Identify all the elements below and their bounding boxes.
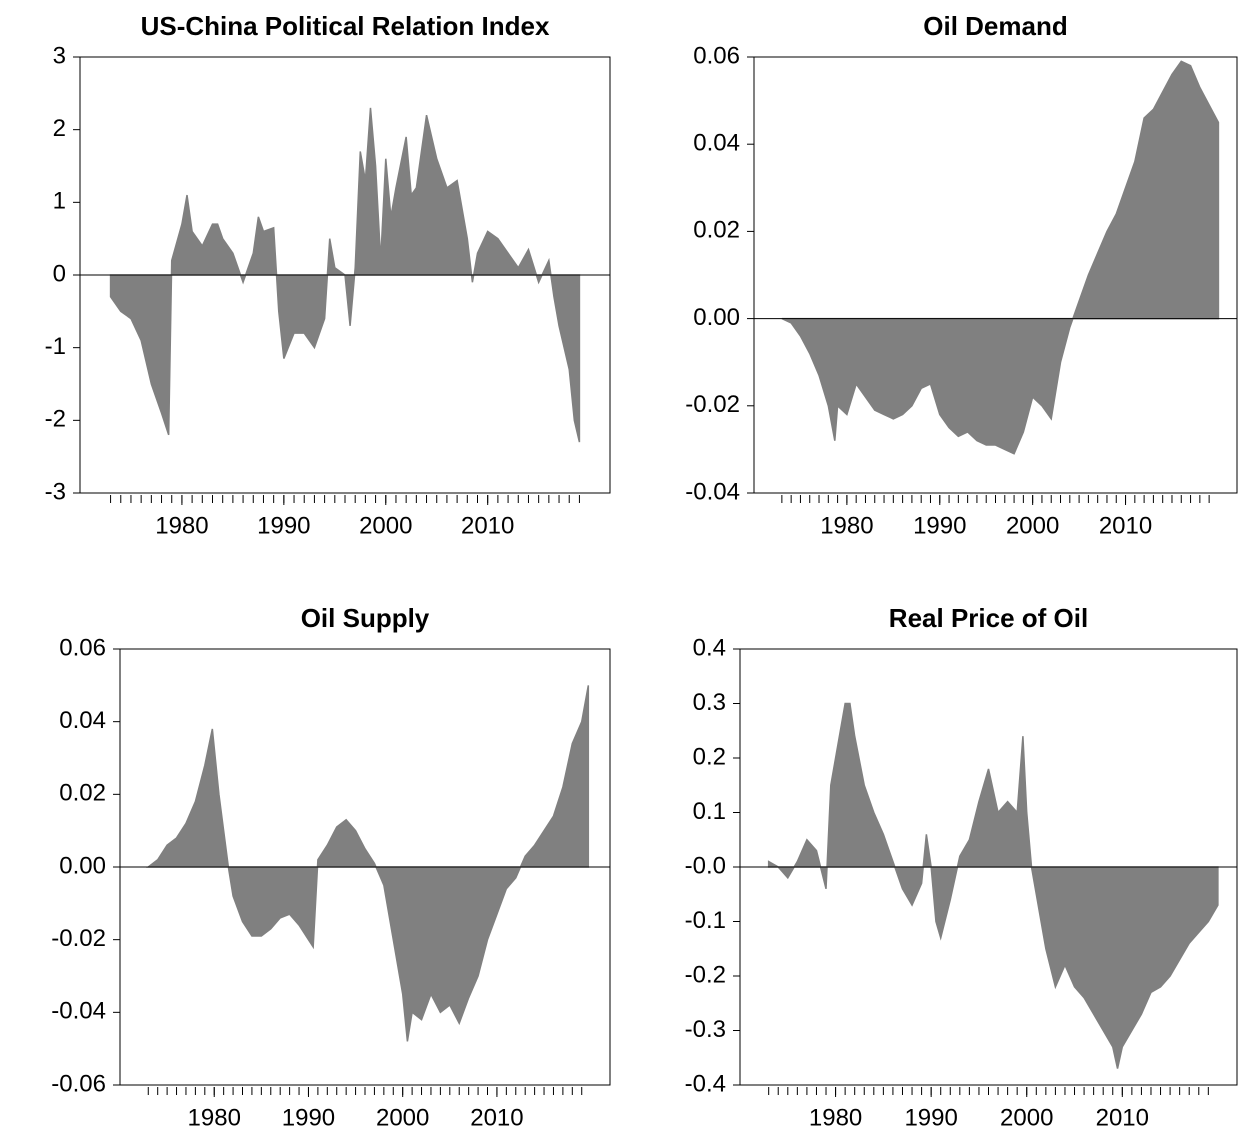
- x-tick-label: 2000: [1006, 512, 1059, 539]
- y-tick-label: 3: [53, 42, 66, 69]
- y-tick-label: 0: [53, 260, 66, 287]
- x-tick-label: 1980: [188, 1104, 241, 1131]
- y-tick-label: -0.02: [51, 925, 106, 952]
- x-tick-label: 1990: [904, 1104, 957, 1131]
- x-tick-label: 2010: [470, 1104, 523, 1131]
- y-tick-label: 0.3: [693, 689, 726, 716]
- y-tick-label: -0.3: [685, 1016, 726, 1043]
- y-tick-label: -0.0: [685, 852, 726, 879]
- area: [767, 702, 1219, 1069]
- x-tick-label: 1980: [809, 1104, 862, 1131]
- y-tick-label: -3: [45, 478, 66, 505]
- chart-title: US-China Political Relation Index: [141, 11, 550, 41]
- y-tick-label: 0.4: [693, 634, 726, 661]
- x-tick-label: 1980: [820, 512, 873, 539]
- y-tick-label: 1: [53, 188, 66, 215]
- y-tick-label: 0.02: [693, 217, 740, 244]
- y-tick-label: 0.00: [59, 852, 106, 879]
- y-tick-label: -0.06: [51, 1070, 106, 1097]
- plot-frame: [753, 56, 1238, 494]
- y-tick-label: -0.2: [685, 961, 726, 988]
- x-tick-label: 1990: [913, 512, 966, 539]
- y-tick-label: 2: [53, 115, 66, 142]
- y-tick-label: 0.06: [693, 42, 740, 69]
- x-tick-label: 1990: [282, 1104, 335, 1131]
- y-tick-label: -0.04: [51, 998, 106, 1025]
- x-tick-label: 2010: [1099, 512, 1152, 539]
- y-tick-label: 0.04: [59, 707, 106, 734]
- chart-title: Real Price of Oil: [889, 603, 1088, 633]
- y-tick-label: -0.02: [685, 391, 740, 418]
- y-tick-label: -0.4: [685, 1070, 726, 1097]
- y-tick-label: 0.00: [693, 304, 740, 331]
- chart-title: Oil Supply: [301, 603, 430, 633]
- y-tick-label: -1: [45, 333, 66, 360]
- x-tick-label: 1990: [257, 512, 310, 539]
- y-tick-label: -0.04: [685, 478, 740, 505]
- chart-title: Oil Demand: [923, 11, 1067, 41]
- x-tick-label: 2000: [1000, 1104, 1053, 1131]
- y-tick-label: 0.02: [59, 780, 106, 807]
- area: [146, 685, 590, 1042]
- x-tick-label: 2010: [461, 512, 514, 539]
- x-tick-label: 2010: [1096, 1104, 1149, 1131]
- y-tick-label: 0.04: [693, 130, 740, 157]
- y-tick-label: 0.06: [59, 634, 106, 661]
- x-tick-label: 2000: [376, 1104, 429, 1131]
- y-tick-label: 0.2: [693, 743, 726, 770]
- y-tick-label: -0.1: [685, 907, 726, 934]
- y-tick-label: 0.1: [693, 798, 726, 825]
- area: [781, 60, 1220, 455]
- x-tick-label: 2000: [359, 512, 412, 539]
- x-tick-label: 1980: [155, 512, 208, 539]
- y-tick-label: -2: [45, 406, 66, 433]
